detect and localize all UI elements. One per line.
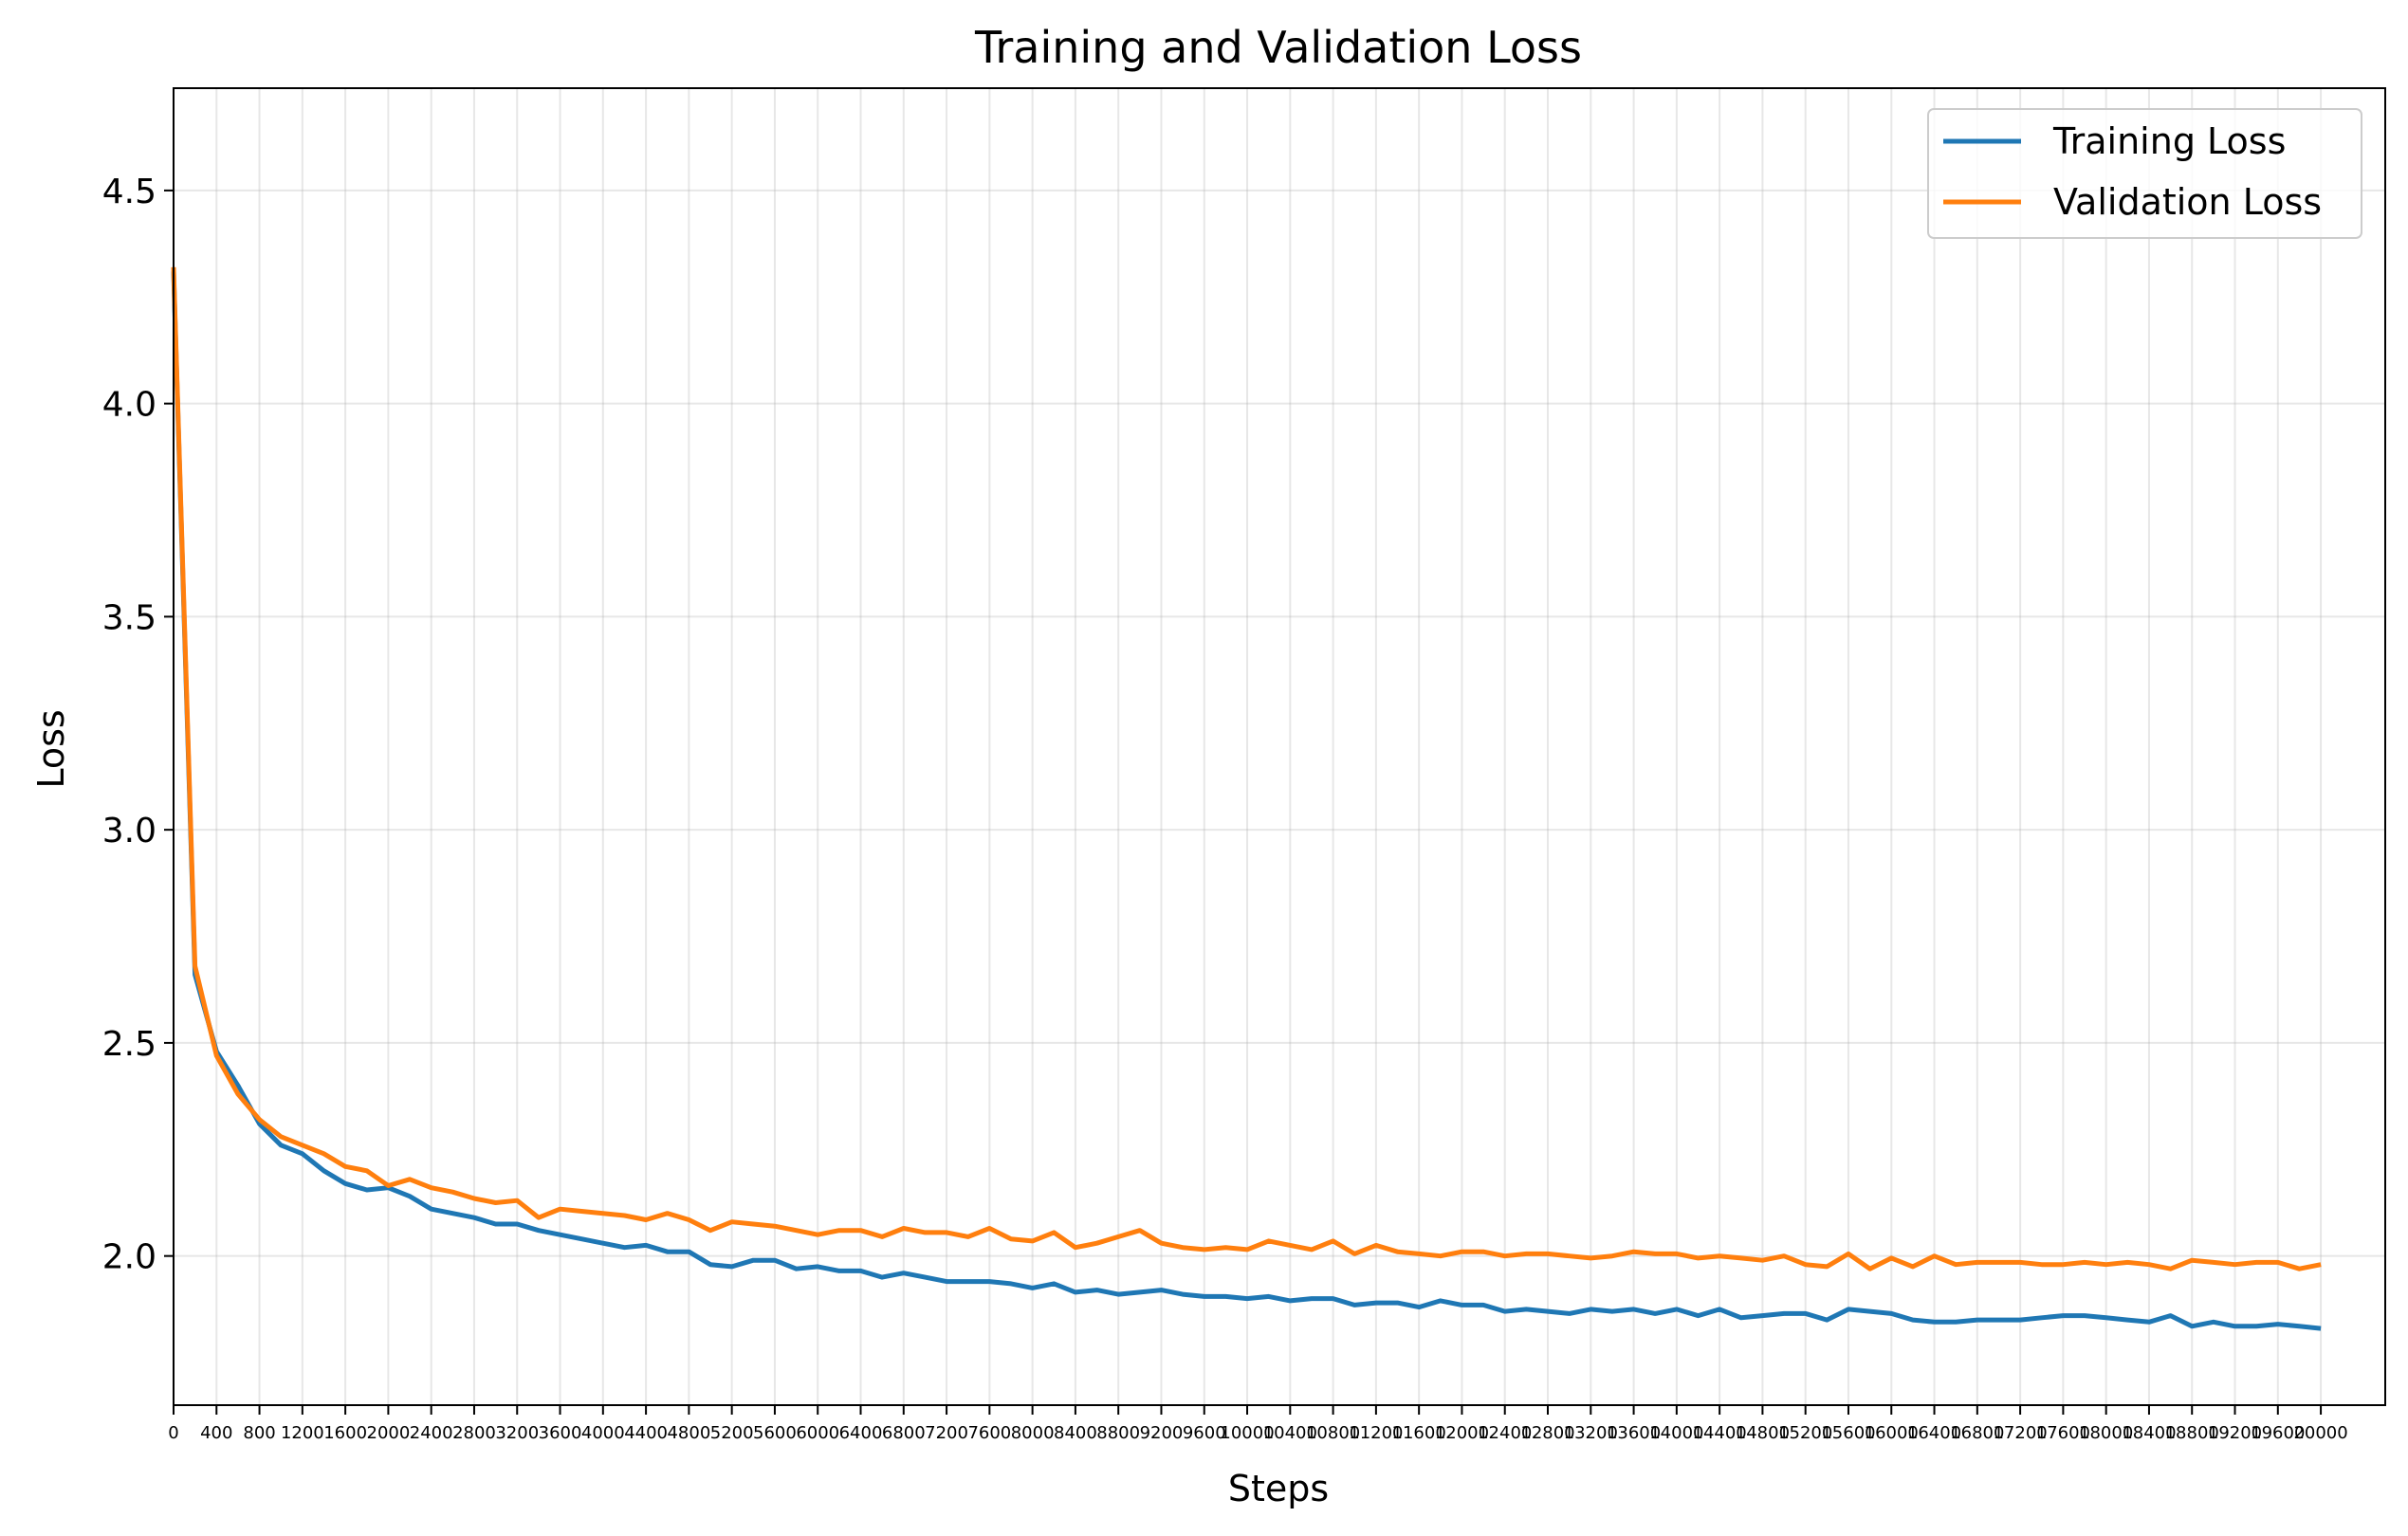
x-tick-label: 14800	[1736, 1423, 1790, 1443]
y-tick-label: 4.0	[102, 386, 156, 425]
x-tick-label: 5200	[710, 1423, 754, 1443]
x-tick-label: 1200	[281, 1423, 324, 1443]
x-tick-label: 19600	[2251, 1423, 2305, 1443]
x-tick-label: 9600	[1183, 1423, 1226, 1443]
legend-box	[1927, 108, 2362, 239]
y-tick-label: 3.0	[102, 812, 156, 850]
x-tick-label: 8800	[1096, 1423, 1140, 1443]
x-tick-label: 12800	[1520, 1423, 1574, 1443]
x-tick-label: 8400	[1054, 1423, 1097, 1443]
x-tick-label: 6800	[882, 1423, 926, 1443]
tick-layer: 2.0 2.5 3.0 3.5 4.0 4.5 0 400 800 1200 1600 2000 240…	[102, 173, 2348, 1443]
x-tick-label: 16400	[1907, 1423, 1961, 1443]
x-tick-label: 15600	[1821, 1423, 1875, 1443]
x-tick-label: 14400	[1693, 1423, 1747, 1443]
x-tick-label: 1600	[323, 1423, 367, 1443]
x-tick-label: 16800	[1950, 1423, 2004, 1443]
x-tick-label: 3200	[495, 1423, 539, 1443]
x-tick-label: 12000	[1435, 1423, 1489, 1443]
axes-frame	[173, 87, 2386, 1406]
x-tick-label: 8000	[1011, 1423, 1055, 1443]
plot-area	[171, 87, 2386, 1406]
series-line-training-loss	[171, 271, 2322, 1331]
x-tick-label: 20000	[2293, 1423, 2347, 1443]
y-tick-label: 2.0	[102, 1238, 156, 1277]
x-tick-label: 0	[168, 1423, 178, 1443]
series-layer	[171, 266, 2322, 1331]
x-tick-label: 10800	[1306, 1423, 1360, 1443]
x-tick-label: 5600	[753, 1423, 797, 1443]
x-tick-label: 12400	[1478, 1423, 1532, 1443]
x-tick-label: 4800	[667, 1423, 710, 1443]
x-axis-label: Steps	[1228, 1468, 1329, 1509]
x-tick-label: 16000	[1865, 1423, 1919, 1443]
x-tick-label: 13600	[1607, 1423, 1661, 1443]
x-tick-label: 2000	[367, 1423, 411, 1443]
legend-label-training: Training Loss	[2052, 120, 2286, 162]
legend: Training Loss Validation Loss	[1927, 108, 2362, 239]
x-tick-label: 18800	[2165, 1423, 2219, 1443]
chart-title: Training and Validation Loss	[974, 22, 1582, 73]
legend-label-validation: Validation Loss	[2053, 181, 2322, 223]
x-tick-label: 18000	[2079, 1423, 2133, 1443]
x-tick-label: 7200	[925, 1423, 968, 1443]
x-tick-label: 800	[243, 1423, 275, 1443]
x-tick-label: 17200	[1993, 1423, 2047, 1443]
series-line-validation-loss	[171, 266, 2322, 1271]
x-tick-label: 15200	[1778, 1423, 1832, 1443]
y-axis-label: Loss	[30, 709, 72, 788]
x-tick-label: 17600	[2036, 1423, 2090, 1443]
x-tick-label: 7600	[967, 1423, 1011, 1443]
x-tick-label: 3600	[539, 1423, 582, 1443]
x-tick-label: 6400	[839, 1423, 883, 1443]
x-tick-label: 10000	[1220, 1423, 1274, 1443]
x-tick-label: 2400	[410, 1423, 453, 1443]
y-tick-label: 3.5	[102, 598, 156, 637]
y-tick-label: 2.5	[102, 1025, 156, 1064]
x-tick-label: 400	[200, 1423, 232, 1443]
x-tick-label: 10400	[1263, 1423, 1317, 1443]
y-tick-label: 4.5	[102, 173, 156, 211]
x-tick-label: 6000	[796, 1423, 839, 1443]
x-tick-label: 19200	[2208, 1423, 2262, 1443]
x-tick-label: 9200	[1140, 1423, 1184, 1443]
x-tick-label: 11200	[1349, 1423, 1403, 1443]
x-tick-label: 2800	[452, 1423, 496, 1443]
x-tick-label: 18400	[2122, 1423, 2176, 1443]
x-tick-label: 14000	[1649, 1423, 1703, 1443]
x-tick-label: 13200	[1564, 1423, 1618, 1443]
x-tick-label: 11600	[1392, 1423, 1446, 1443]
x-tick-label: 4000	[581, 1423, 625, 1443]
x-tick-label: 4400	[624, 1423, 668, 1443]
